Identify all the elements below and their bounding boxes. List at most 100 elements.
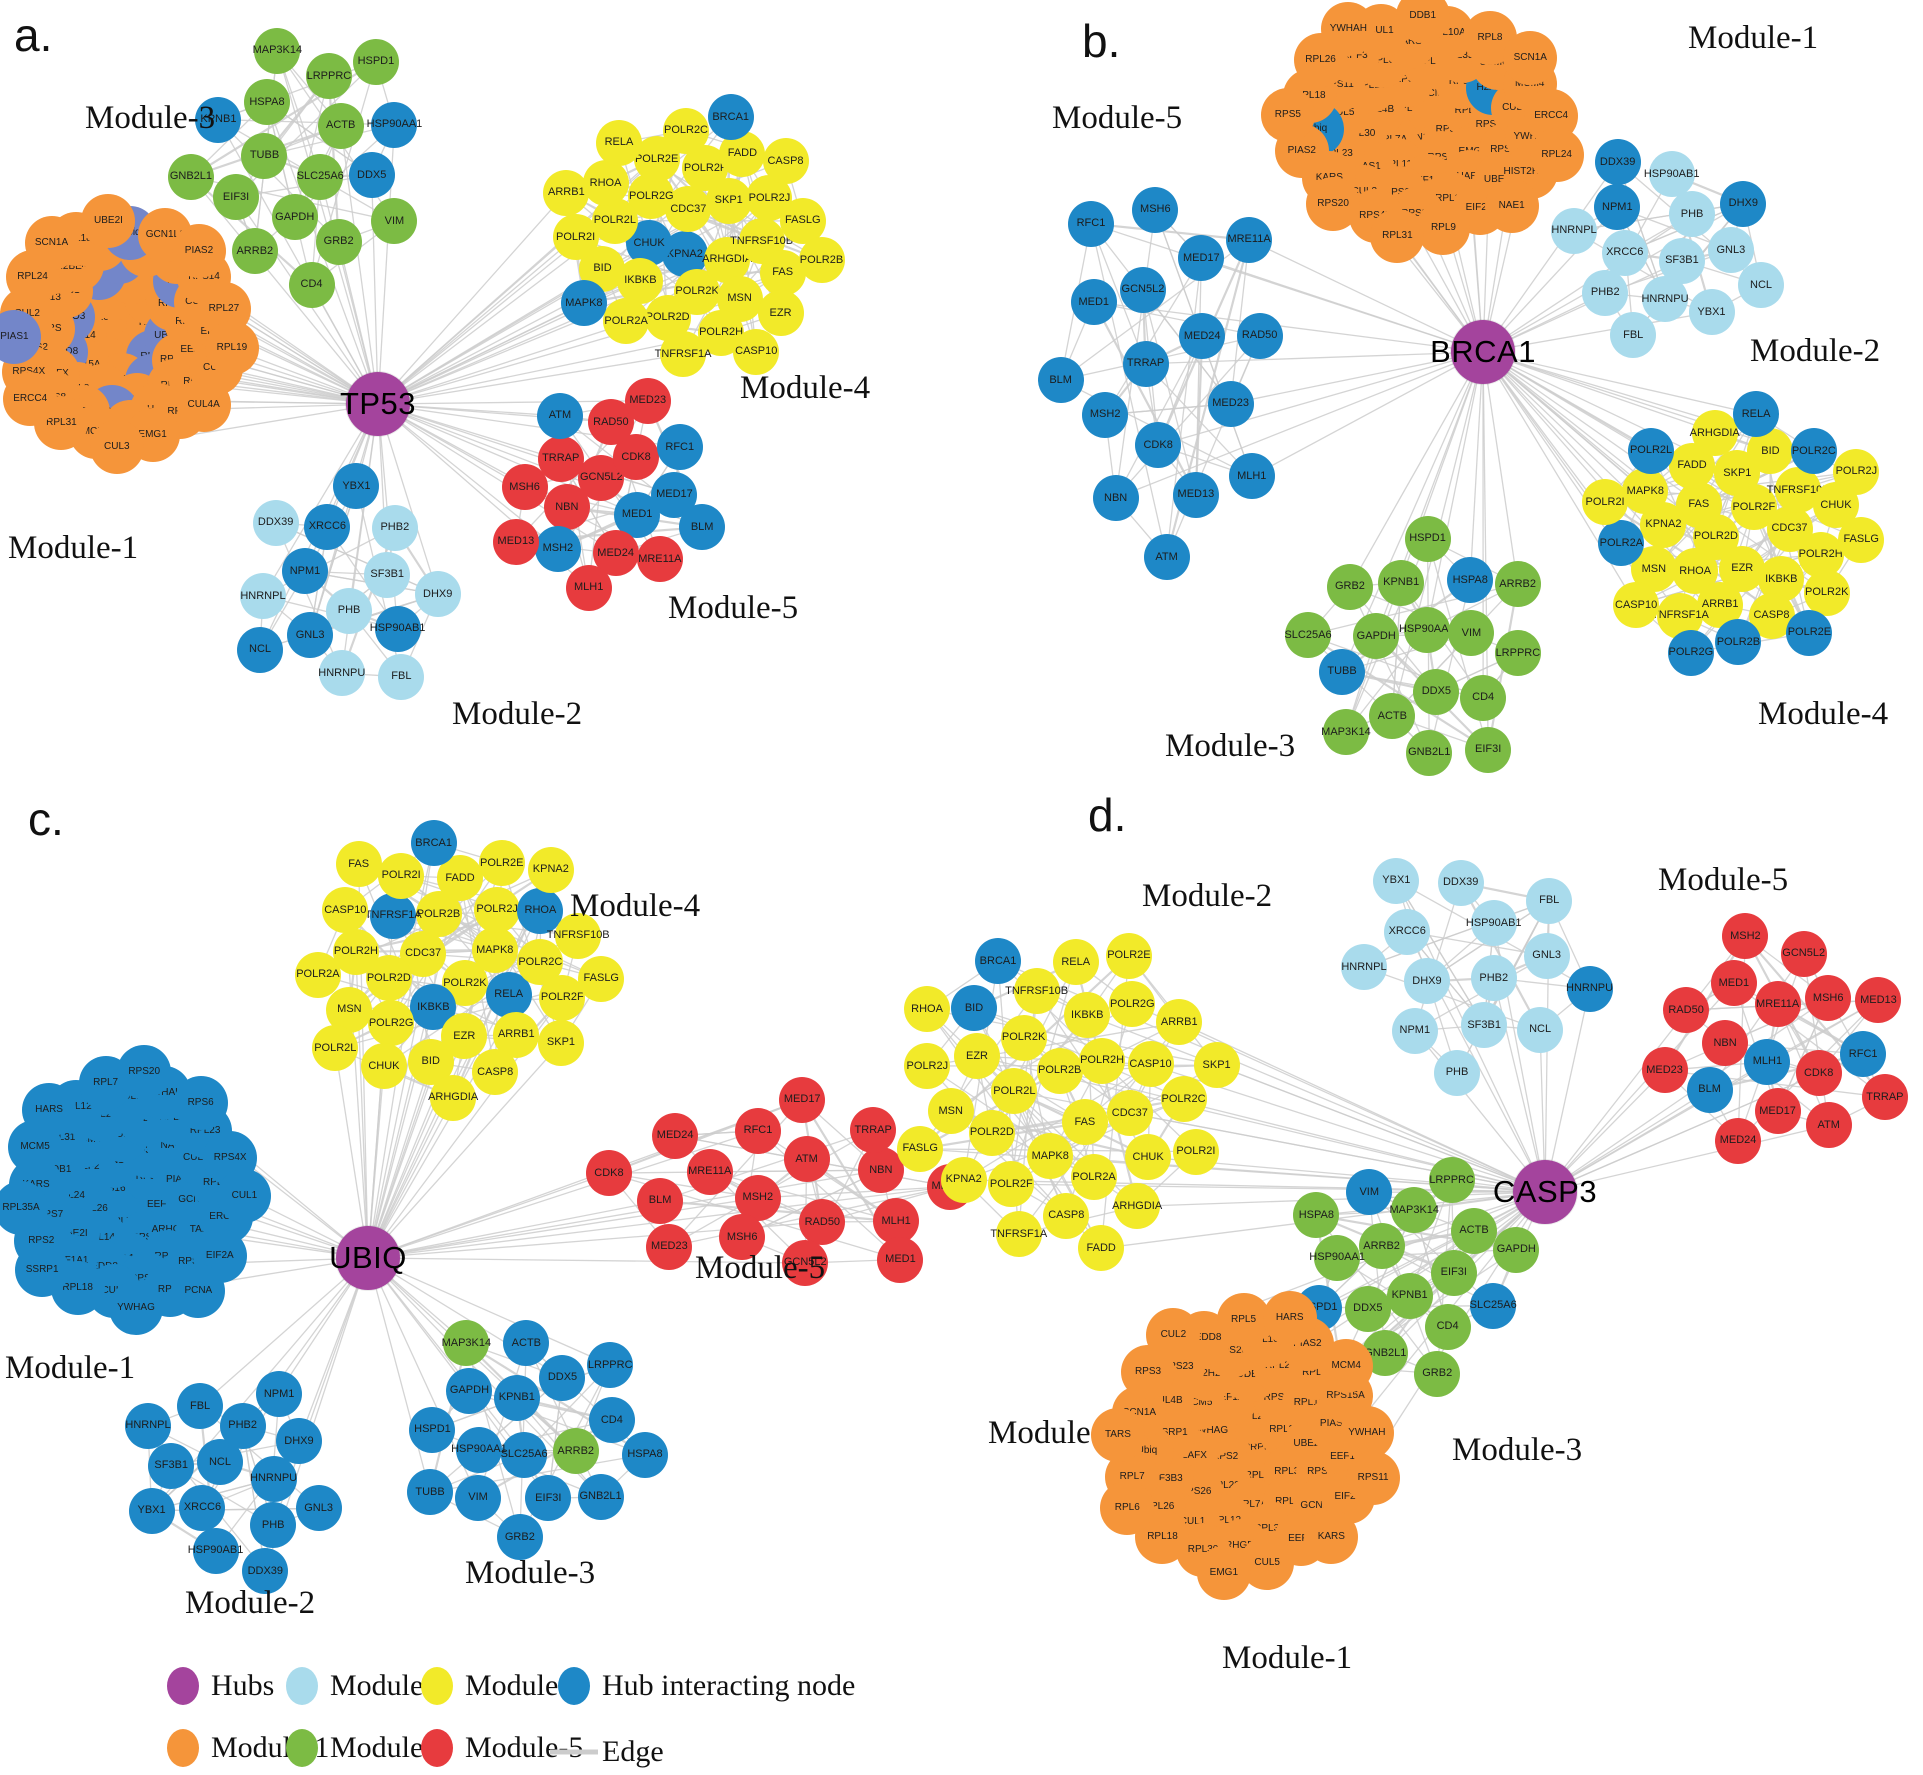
node-SLC25A6[interactable]: SLC25A6 — [501, 1431, 548, 1478]
node-POLR2K[interactable]: POLR2K — [1803, 569, 1850, 616]
node-GCN5L2[interactable]: GCN5L2 — [782, 1239, 829, 1286]
node-FADD[interactable]: FADD — [1078, 1225, 1125, 1272]
node-HSP90AB1[interactable]: HSP90AB1 — [188, 1527, 243, 1574]
node-GNL3[interactable]: GNL3 — [287, 612, 334, 659]
node-MED24[interactable]: MED24 — [1715, 1117, 1762, 1164]
node-POLR2C[interactable]: POLR2C — [663, 107, 709, 154]
node-MSH6[interactable]: MSH6 — [501, 464, 548, 511]
node-HNRNPU[interactable]: HNRNPU — [250, 1455, 297, 1502]
node-ARRB1[interactable]: ARRB1 — [1156, 999, 1203, 1046]
node-BID[interactable]: BID — [950, 985, 997, 1032]
node-MED13[interactable]: MED13 — [1855, 977, 1902, 1024]
node-MAPK8[interactable]: MAPK8 — [1027, 1133, 1074, 1180]
node-KPNA2[interactable]: KPNA2 — [527, 846, 574, 893]
node-TUBB[interactable]: TUBB — [241, 132, 288, 179]
node-RFC1[interactable]: RFC1 — [1840, 1031, 1887, 1078]
node-DHX9[interactable]: DHX9 — [1403, 958, 1450, 1005]
node-HSP90AA1[interactable]: HSP90AA1 — [367, 101, 422, 148]
node-POLR2J[interactable]: POLR2J — [904, 1043, 951, 1089]
node-NBN[interactable]: NBN — [1702, 1020, 1749, 1067]
node-ARRB1[interactable]: ARRB1 — [543, 169, 590, 216]
node-SF3B1[interactable]: SF3B1 — [1658, 237, 1705, 284]
node-RPL6[interactable]: RPL6 — [1100, 1480, 1155, 1535]
node-XRCC6[interactable]: XRCC6 — [304, 503, 351, 550]
node-YBX1[interactable]: YBX1 — [333, 463, 380, 510]
hub-node-TP53[interactable] — [346, 372, 410, 436]
node-FASLG[interactable]: FASLG — [897, 1125, 944, 1172]
node-CASP10[interactable]: CASP10 — [733, 328, 780, 375]
node-VIM[interactable]: VIM — [455, 1474, 502, 1521]
hub-node-BRCA1[interactable] — [1451, 320, 1515, 384]
node-POLR2G[interactable]: POLR2G — [368, 1000, 415, 1047]
node-HSPD1[interactable]: HSPD1 — [1404, 515, 1451, 562]
node-ACTB[interactable]: ACTB — [1369, 693, 1416, 740]
node-EIF3I[interactable]: EIF3I — [213, 174, 260, 221]
node-ARRB2[interactable]: ARRB2 — [1494, 561, 1541, 608]
node-DDX5[interactable]: DDX5 — [1344, 1285, 1391, 1332]
node-SF3B1[interactable]: SF3B1 — [1461, 1002, 1508, 1049]
node-KPNB1[interactable]: KPNB1 — [493, 1374, 540, 1421]
node-SLC25A6[interactable]: SLC25A6 — [1284, 612, 1332, 659]
node-MED13[interactable]: MED13 — [492, 518, 539, 565]
node-HSP90AB1[interactable]: HSP90AB1 — [370, 605, 425, 652]
node-POLR2A[interactable]: POLR2A — [1598, 520, 1645, 567]
node-PHB2[interactable]: PHB2 — [1470, 955, 1517, 1001]
node-BRCA1[interactable]: BRCA1 — [410, 820, 457, 867]
node-HSP90AA1[interactable]: HSP90AA1 — [451, 1426, 507, 1473]
node-RPS20[interactable]: RPS20 — [117, 1045, 172, 1100]
node-MAPK8[interactable]: MAPK8 — [560, 280, 607, 327]
node-CHUK[interactable]: CHUK — [360, 1043, 407, 1090]
node-LRPPRC[interactable]: LRPPRC — [1494, 630, 1541, 677]
node-POLR2L[interactable]: POLR2L — [991, 1068, 1038, 1115]
node-CASP10[interactable]: CASP10 — [1613, 582, 1660, 628]
node-RPL31[interactable]: RPL31 — [1370, 208, 1425, 263]
node-POLR2G[interactable]: POLR2G — [1667, 629, 1714, 676]
node-NBN[interactable]: NBN — [857, 1147, 904, 1194]
node-BLM[interactable]: BLM — [637, 1177, 684, 1224]
node-DDX5[interactable]: DDX5 — [539, 1354, 586, 1401]
node-POLR2E[interactable]: POLR2E — [1105, 932, 1152, 979]
node-NCL[interactable]: NCL — [1738, 262, 1785, 309]
node-LRPPRC[interactable]: LRPPRC — [587, 1342, 634, 1389]
node-HNRNPU[interactable]: HNRNPU — [1641, 276, 1689, 323]
node-NCL[interactable]: NCL — [237, 626, 284, 673]
node-GNB2L1[interactable]: GNB2L1 — [577, 1473, 624, 1520]
node-MSH2[interactable]: MSH2 — [734, 1174, 781, 1221]
node-MAPK8[interactable]: MAPK8 — [1622, 468, 1669, 515]
node-GAPDH[interactable]: GAPDH — [1353, 613, 1400, 660]
node-SF3B1[interactable]: SF3B1 — [364, 551, 411, 598]
node-NPM1[interactable]: NPM1 — [1391, 1007, 1438, 1054]
node-FAS[interactable]: FAS — [1061, 1099, 1108, 1146]
node-POLR2E[interactable]: POLR2E — [1786, 609, 1833, 656]
node-MAP3K14[interactable]: MAP3K14 — [1321, 709, 1371, 756]
node-RAD50[interactable]: RAD50 — [587, 399, 634, 446]
node-MSH2[interactable]: MSH2 — [534, 525, 581, 572]
node-POLR2I[interactable]: POLR2I — [1172, 1128, 1219, 1175]
node-CHUK[interactable]: CHUK — [1125, 1134, 1172, 1181]
node-DDX39[interactable]: DDX39 — [1594, 139, 1641, 186]
node-ARHGDIA[interactable]: ARHGDIA — [1112, 1183, 1162, 1230]
node-RPL35A[interactable]: RPL35A — [0, 1180, 49, 1235]
node-RAD50[interactable]: RAD50 — [1236, 312, 1283, 359]
node-TRRAP[interactable]: TRRAP — [537, 435, 584, 482]
node-MED17[interactable]: MED17 — [779, 1076, 826, 1123]
node-KPNB1[interactable]: KPNB1 — [195, 96, 242, 143]
node-CD4[interactable]: CD4 — [1424, 1303, 1471, 1350]
node-RPL26[interactable]: RPL26 — [1293, 33, 1348, 88]
node-POLR2I[interactable]: POLR2I — [552, 214, 599, 260]
node-MSH2[interactable]: MSH2 — [1722, 913, 1769, 960]
node-ARHGDIA[interactable]: ARHGDIA — [1690, 410, 1740, 457]
node-YWHAG[interactable]: YWHAG — [108, 1280, 163, 1335]
node-RHOA[interactable]: RHOA — [582, 160, 629, 207]
node-RELA[interactable]: RELA — [1052, 939, 1099, 986]
node-ARRB2[interactable]: ARRB2 — [231, 228, 278, 275]
node-GNB2L1[interactable]: GNB2L1 — [167, 153, 214, 200]
node-POLR2A[interactable]: POLR2A — [1071, 1154, 1118, 1201]
node-HNRNPU[interactable]: HNRNPU — [318, 650, 365, 697]
node-RFC1[interactable]: RFC1 — [735, 1107, 782, 1154]
node-MED23[interactable]: MED23 — [624, 377, 671, 424]
node-YWHAH[interactable]: YWHAH — [1321, 1, 1376, 56]
node-RPS11[interactable]: RPS11 — [1346, 1450, 1401, 1505]
node-MLH1[interactable]: MLH1 — [1228, 453, 1275, 500]
node-NPM1[interactable]: NPM1 — [1594, 184, 1641, 231]
